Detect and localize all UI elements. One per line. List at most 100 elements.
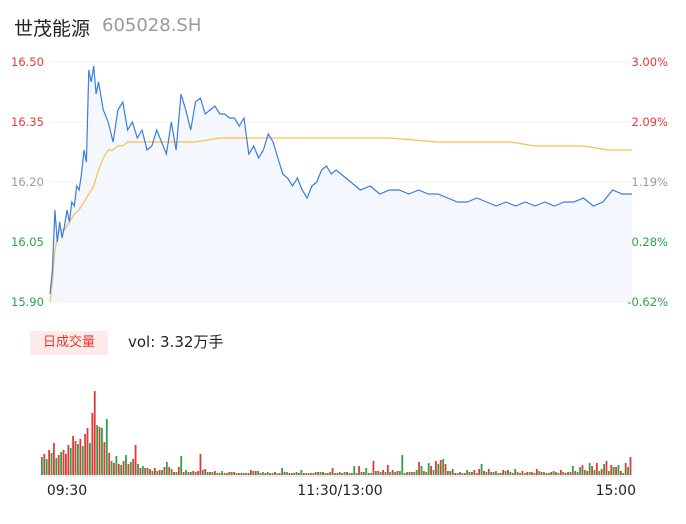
volume-bar bbox=[624, 463, 627, 475]
volume-bar bbox=[144, 468, 147, 475]
volume-bar bbox=[526, 472, 529, 475]
volume-bar bbox=[535, 469, 538, 475]
volume-bar bbox=[367, 473, 370, 475]
volume-bar bbox=[180, 456, 183, 475]
volume-bar bbox=[69, 448, 72, 475]
volume-bar bbox=[499, 473, 502, 475]
volume-bars bbox=[41, 391, 632, 475]
volume-bar bbox=[62, 450, 65, 475]
volume-bar bbox=[382, 470, 384, 475]
volume-bar bbox=[581, 465, 584, 475]
volume-bar bbox=[408, 472, 411, 475]
volume-bar bbox=[77, 444, 79, 475]
volume-bar bbox=[161, 470, 163, 475]
volume-bar bbox=[163, 467, 166, 475]
volume-bar bbox=[305, 473, 308, 475]
volume-bar bbox=[177, 467, 180, 475]
volume-bar bbox=[398, 471, 401, 475]
volume-bar bbox=[230, 472, 233, 475]
volume-bar bbox=[238, 473, 240, 475]
volume-bar bbox=[283, 472, 286, 475]
volume-badge: 日成交量 bbox=[30, 331, 108, 355]
volume-bar bbox=[487, 469, 490, 475]
volume-bar bbox=[350, 473, 353, 475]
volume-bar bbox=[302, 473, 305, 475]
volume-bar bbox=[511, 473, 514, 475]
volume-bar bbox=[341, 473, 344, 475]
volume-bar bbox=[225, 473, 228, 475]
volume-bar bbox=[153, 468, 156, 475]
volume-bar bbox=[348, 473, 351, 475]
volume-bar bbox=[250, 470, 252, 475]
volume-bar bbox=[343, 472, 346, 475]
volume-bar bbox=[74, 441, 77, 475]
volume-badge-label: 日成交量 bbox=[42, 335, 95, 350]
time-tick-label: 15:00 bbox=[596, 483, 636, 499]
volume-bar bbox=[574, 471, 577, 475]
volume-bar bbox=[235, 473, 238, 475]
volume-bar bbox=[576, 472, 579, 475]
volume-bar bbox=[605, 461, 608, 475]
volume-bar bbox=[84, 434, 87, 475]
volume-bar bbox=[519, 473, 521, 475]
volume-bar bbox=[507, 470, 509, 475]
time-tick-label: 09:30 bbox=[47, 483, 87, 499]
volume-bar bbox=[471, 472, 473, 475]
volume-bar bbox=[422, 471, 425, 475]
volume-bar bbox=[502, 470, 505, 475]
volume-bar bbox=[504, 471, 507, 475]
volume-bar bbox=[331, 468, 334, 475]
volume-bar bbox=[550, 472, 553, 475]
volume-bar bbox=[120, 465, 123, 475]
volume-bar bbox=[461, 473, 464, 475]
volume-bar bbox=[579, 467, 581, 475]
volume-bar bbox=[627, 467, 629, 475]
volume-bar bbox=[449, 471, 452, 475]
volume-bar bbox=[485, 472, 488, 475]
volume-bar bbox=[129, 462, 132, 475]
volume-bar bbox=[271, 473, 274, 475]
volume-bar bbox=[538, 471, 541, 475]
volume-bar bbox=[105, 419, 108, 475]
volume-bar bbox=[442, 459, 445, 475]
volume-bar bbox=[410, 472, 413, 475]
volume-bar bbox=[307, 473, 310, 475]
volume-bar bbox=[185, 470, 187, 475]
volume-bar bbox=[372, 461, 375, 475]
volume-bar bbox=[401, 455, 404, 475]
volume-bar bbox=[60, 452, 63, 475]
volume-bar bbox=[612, 467, 615, 475]
volume-bar bbox=[593, 470, 596, 475]
volume-bar bbox=[355, 473, 358, 475]
volume-bar bbox=[598, 471, 601, 475]
volume-bar bbox=[516, 472, 519, 475]
percent-tick-label: 0.28% bbox=[631, 235, 668, 249]
volume-bar bbox=[206, 472, 209, 475]
volume-bar bbox=[187, 472, 190, 475]
volume-bar bbox=[420, 466, 423, 475]
volume-bar bbox=[564, 473, 567, 475]
volume-bar bbox=[137, 464, 139, 475]
volume-bar bbox=[346, 472, 348, 475]
volume-bar bbox=[336, 473, 339, 475]
volume-bar bbox=[211, 472, 214, 475]
volume-bar bbox=[55, 458, 58, 475]
percent-tick-label: 1.19% bbox=[631, 175, 668, 189]
volume-bar bbox=[495, 471, 497, 475]
volume-bar bbox=[480, 464, 483, 475]
volume-bar bbox=[394, 472, 396, 475]
volume-bar bbox=[91, 413, 94, 475]
volume-bar bbox=[406, 472, 408, 475]
volume-bar bbox=[201, 470, 204, 475]
volume-bar bbox=[622, 473, 625, 475]
volume-bar bbox=[269, 473, 272, 475]
volume-bar bbox=[156, 471, 159, 475]
volume-bar bbox=[43, 454, 46, 475]
volume-bar bbox=[475, 473, 478, 475]
volume-bar bbox=[213, 471, 216, 475]
volume-bar bbox=[521, 471, 524, 475]
volume-bar bbox=[113, 463, 115, 475]
percent-tick-label: -0.62% bbox=[627, 295, 668, 309]
volume-bar bbox=[110, 461, 113, 475]
volume-bar bbox=[101, 428, 103, 475]
